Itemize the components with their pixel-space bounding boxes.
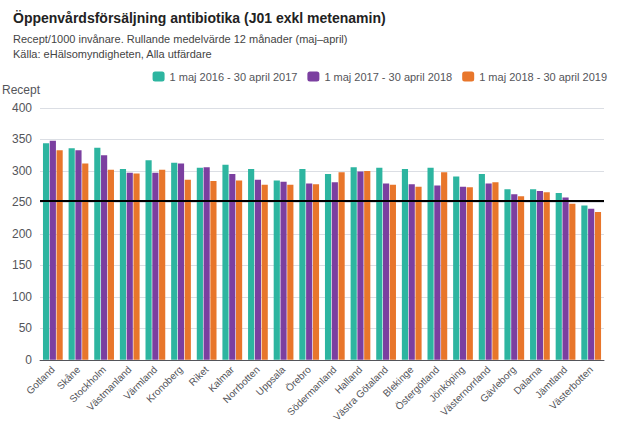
svg-text:Örebro: Örebro: [283, 363, 314, 394]
svg-text:Stockholm: Stockholm: [67, 363, 108, 405]
svg-text:Västernorrland: Västernorrland: [438, 363, 493, 418]
svg-text:250: 250: [12, 195, 32, 209]
svg-text:400: 400: [12, 101, 32, 115]
svg-text:Västmanland: Västmanland: [84, 363, 134, 413]
svg-text:0: 0: [25, 353, 32, 367]
svg-text:Södermanland: Södermanland: [285, 364, 339, 418]
svg-text:Recept/1000 invånare. Rullande: Recept/1000 invånare. Rullande medelvärd…: [13, 33, 347, 45]
svg-text:Halland: Halland: [332, 363, 365, 396]
svg-text:Östergötland: Östergötland: [393, 363, 442, 413]
svg-text:Västerbotten: Västerbotten: [547, 364, 595, 412]
svg-text:Kalmar: Kalmar: [206, 363, 237, 395]
svg-text:Värmland: Värmland: [121, 363, 160, 402]
svg-text:300: 300: [12, 164, 32, 178]
svg-text:Källa: eHälsomyndigheten, Alla: Källa: eHälsomyndigheten, Alla utfärdare: [13, 48, 212, 60]
svg-text:Recept: Recept: [2, 83, 41, 97]
svg-text:Västra Götaland: Västra Götaland: [331, 364, 390, 423]
svg-text:Gävleborg: Gävleborg: [478, 364, 518, 404]
svg-text:100: 100: [12, 290, 32, 304]
svg-text:150: 150: [12, 258, 32, 272]
svg-text:Öppenvårdsförsäljning antibiot: Öppenvårdsförsäljning antibiotika (J01 e…: [13, 10, 386, 26]
svg-text:Jämtland: Jämtland: [533, 363, 570, 401]
svg-text:Gotland: Gotland: [24, 364, 57, 397]
svg-text:Skåne: Skåne: [54, 363, 83, 392]
svg-text:Jönköping: Jönköping: [426, 363, 467, 404]
svg-text:1 maj 2017 - 30 april 2018: 1 maj 2017 - 30 april 2018: [324, 71, 452, 83]
svg-text:50: 50: [19, 321, 33, 335]
svg-text:350: 350: [12, 132, 32, 146]
svg-text:Blekinge: Blekinge: [380, 363, 416, 399]
svg-text:Uppsala: Uppsala: [254, 364, 288, 398]
svg-text:Riket: Riket: [186, 363, 211, 388]
svg-text:1 maj 2016 - 30 april 2017: 1 maj 2016 - 30 april 2017: [170, 71, 298, 83]
svg-text:1 maj 2018 - 30 april 2019: 1 maj 2018 - 30 april 2019: [479, 71, 607, 83]
svg-text:Kronoberg: Kronoberg: [144, 364, 185, 405]
svg-text:200: 200: [12, 227, 32, 241]
svg-text:Norrbotten: Norrbotten: [221, 364, 262, 405]
svg-text:Dalarna: Dalarna: [511, 363, 544, 397]
